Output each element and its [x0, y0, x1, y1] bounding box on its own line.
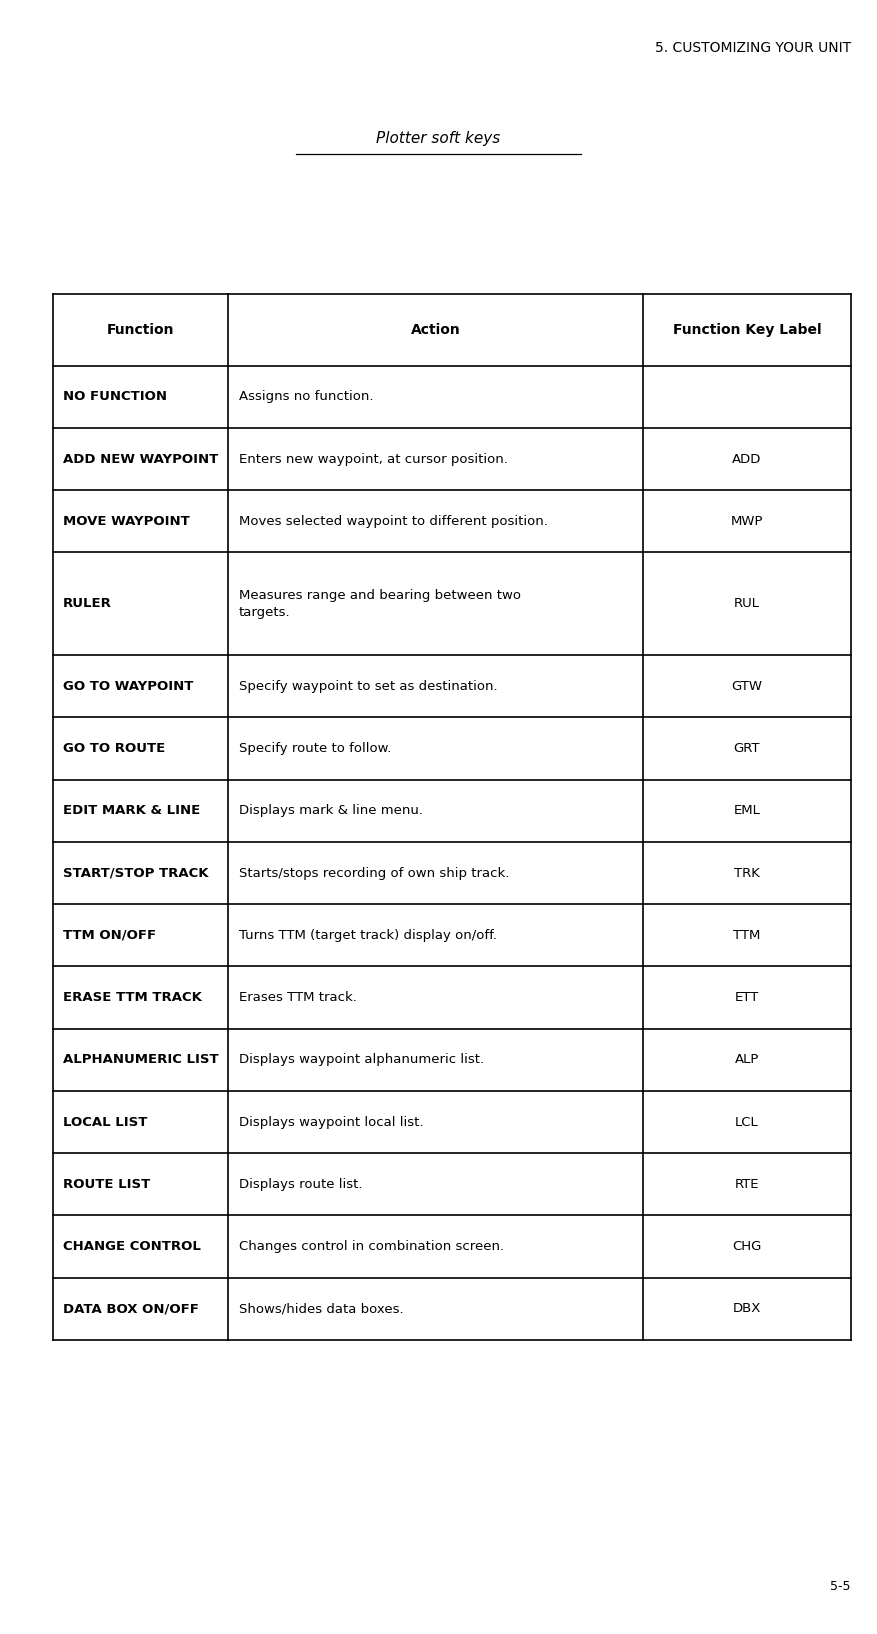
Text: TTM: TTM	[733, 928, 760, 941]
Text: GRT: GRT	[734, 742, 760, 755]
Text: MOVE WAYPOINT: MOVE WAYPOINT	[63, 515, 190, 528]
Text: Turns TTM (target track) display on/off.: Turns TTM (target track) display on/off.	[239, 928, 496, 941]
Text: Displays route list.: Displays route list.	[239, 1178, 362, 1191]
Text: Moves selected waypoint to different position.: Moves selected waypoint to different pos…	[239, 515, 547, 528]
Text: ROUTE LIST: ROUTE LIST	[63, 1178, 150, 1191]
Text: MWP: MWP	[731, 515, 763, 528]
Text: RUL: RUL	[734, 598, 760, 611]
Text: CHANGE CONTROL: CHANGE CONTROL	[63, 1240, 201, 1253]
Text: LCL: LCL	[735, 1116, 759, 1129]
Text: Specify route to follow.: Specify route to follow.	[239, 742, 391, 755]
Text: NO FUNCTION: NO FUNCTION	[63, 391, 168, 404]
Text: TTM ON/OFF: TTM ON/OFF	[63, 928, 156, 941]
Text: ETT: ETT	[735, 990, 759, 1003]
Text: 5. CUSTOMIZING YOUR UNIT: 5. CUSTOMIZING YOUR UNIT	[654, 41, 851, 56]
Text: RULER: RULER	[63, 598, 112, 611]
Text: RTE: RTE	[735, 1178, 759, 1191]
Text: Action: Action	[410, 324, 460, 337]
Text: Specify waypoint to set as destination.: Specify waypoint to set as destination.	[239, 680, 497, 693]
Text: EML: EML	[733, 804, 760, 817]
Text: START/STOP TRACK: START/STOP TRACK	[63, 866, 209, 879]
Text: Displays waypoint alphanumeric list.: Displays waypoint alphanumeric list.	[239, 1054, 484, 1067]
Text: ADD: ADD	[732, 453, 761, 466]
Text: Plotter soft keys: Plotter soft keys	[376, 131, 501, 147]
Text: Erases TTM track.: Erases TTM track.	[239, 990, 357, 1003]
Text: Measures range and bearing between two
targets.: Measures range and bearing between two t…	[239, 588, 521, 619]
Text: Displays mark & line menu.: Displays mark & line menu.	[239, 804, 423, 817]
Text: Assigns no function.: Assigns no function.	[239, 391, 374, 404]
Text: GO TO WAYPOINT: GO TO WAYPOINT	[63, 680, 194, 693]
Text: 5-5: 5-5	[831, 1580, 851, 1593]
Text: Starts/stops recording of own ship track.: Starts/stops recording of own ship track…	[239, 866, 509, 879]
Text: ADD NEW WAYPOINT: ADD NEW WAYPOINT	[63, 453, 218, 466]
Text: CHG: CHG	[732, 1240, 761, 1253]
Text: Shows/hides data boxes.: Shows/hides data boxes.	[239, 1302, 403, 1315]
Text: Function: Function	[107, 324, 175, 337]
Text: Function Key Label: Function Key Label	[673, 324, 821, 337]
Text: ERASE TTM TRACK: ERASE TTM TRACK	[63, 990, 202, 1003]
Text: LOCAL LIST: LOCAL LIST	[63, 1116, 147, 1129]
Text: DATA BOX ON/OFF: DATA BOX ON/OFF	[63, 1302, 199, 1315]
Text: Changes control in combination screen.: Changes control in combination screen.	[239, 1240, 504, 1253]
Text: Displays waypoint local list.: Displays waypoint local list.	[239, 1116, 424, 1129]
Text: TRK: TRK	[734, 866, 759, 879]
Text: ALP: ALP	[735, 1054, 759, 1067]
Text: Enters new waypoint, at cursor position.: Enters new waypoint, at cursor position.	[239, 453, 508, 466]
Text: GTW: GTW	[731, 680, 762, 693]
Text: EDIT MARK & LINE: EDIT MARK & LINE	[63, 804, 200, 817]
Text: GO TO ROUTE: GO TO ROUTE	[63, 742, 166, 755]
Text: DBX: DBX	[733, 1302, 761, 1315]
Text: ALPHANUMERIC LIST: ALPHANUMERIC LIST	[63, 1054, 218, 1067]
